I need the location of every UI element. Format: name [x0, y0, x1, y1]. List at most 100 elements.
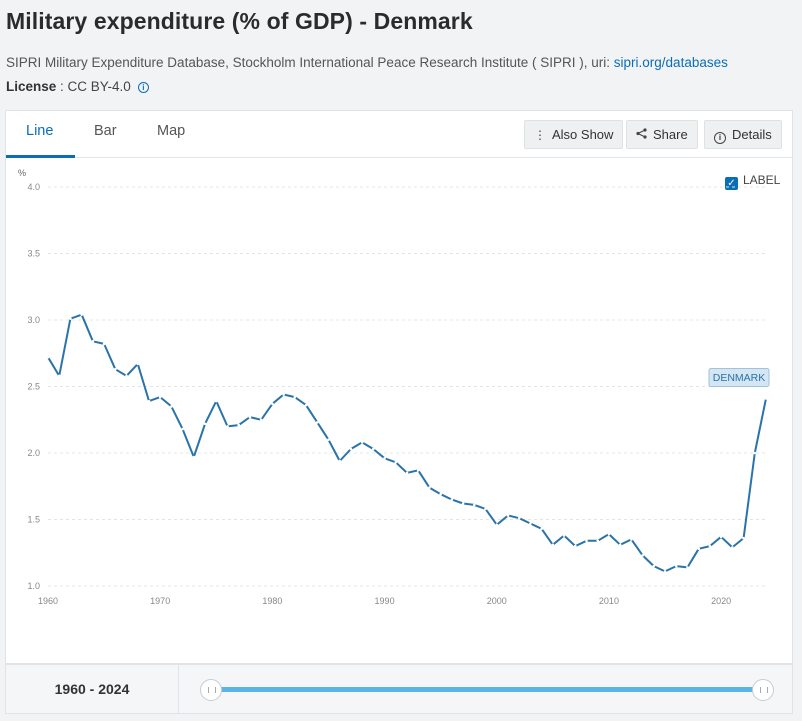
series-line-denmark: [47, 313, 767, 573]
details-label: Details: [732, 127, 772, 142]
page-title: Military expenditure (% of GDP) - Denmar…: [6, 8, 473, 34]
data-point: [764, 397, 768, 400]
data-point: [731, 546, 734, 549]
page-header: Military expenditure (% of GDP) - Denmar…: [0, 0, 802, 110]
data-point: [428, 486, 431, 489]
data-point: [102, 342, 106, 346]
data-point: [248, 415, 252, 419]
data-point: [136, 362, 140, 366]
data-point: [708, 544, 712, 548]
license-line: License : CC BY-4.0 i: [6, 79, 149, 94]
y-tick-label: 1.0: [27, 581, 40, 591]
also-show-label: Also Show: [552, 127, 614, 142]
range-slider-track[interactable]: [211, 687, 764, 692]
tab-map[interactable]: Map: [157, 123, 186, 139]
data-point: [69, 317, 72, 320]
data-point: [226, 425, 229, 428]
data-point: [473, 503, 476, 507]
data-point: [282, 393, 285, 396]
x-tick-label: 1990: [375, 596, 395, 606]
x-tick-label: 2010: [599, 596, 619, 606]
share-label: Share: [653, 127, 688, 142]
data-point: [271, 402, 274, 406]
data-point: [596, 539, 600, 543]
data-point: [562, 534, 566, 537]
data-point: [170, 405, 173, 408]
data-point: [214, 399, 218, 403]
series-callout-label: DENMARK: [713, 372, 766, 384]
data-point: [372, 447, 375, 451]
source-text: SIPRI Military Expenditure Database, Sto…: [6, 55, 614, 70]
data-point: [46, 355, 50, 359]
data-point: [719, 535, 723, 539]
tab-bar[interactable]: Bar: [94, 123, 117, 139]
active-tab-indicator: [6, 155, 75, 158]
data-point: [686, 566, 689, 569]
data-point: [147, 399, 151, 403]
license-value: : CC BY-4.0: [56, 79, 131, 94]
y-tick-label: 2.0: [27, 448, 40, 458]
data-point: [753, 451, 757, 455]
data-point: [495, 523, 499, 527]
data-point: [383, 457, 386, 460]
data-point: [585, 539, 588, 543]
share-icon: [636, 122, 647, 149]
data-point: [293, 395, 297, 399]
data-point: [439, 492, 442, 496]
data-point: [203, 422, 207, 426]
data-point: [405, 471, 409, 475]
data-point: [327, 438, 330, 442]
share-button[interactable]: Share: [626, 120, 698, 149]
tab-line[interactable]: Line: [26, 123, 54, 139]
range-end-handle[interactable]: [752, 679, 774, 701]
data-point: [416, 468, 420, 472]
data-point: [158, 395, 162, 399]
data-point: [394, 461, 398, 464]
data-point: [259, 418, 263, 422]
data-point: [57, 374, 61, 378]
data-point: [80, 313, 83, 316]
x-tick-label: 2020: [711, 596, 731, 606]
data-point: [674, 564, 678, 568]
data-point: [573, 544, 577, 548]
line-chart: 1.0 1.5 2.0 2.5 3.0 3.5 4.0% 1960 1970 1980 1990 20…: [18, 168, 770, 606]
year-range-label: 1960 - 2024: [6, 665, 179, 713]
range-footer: 1960 - 2024: [5, 664, 793, 714]
data-point: [450, 498, 454, 501]
chart-card: Line Bar Map ⋮ Also Show Share i Details ✓…: [5, 110, 793, 664]
range-start-handle[interactable]: [200, 679, 222, 701]
data-point: [338, 459, 341, 463]
license-info-icon[interactable]: i: [137, 82, 149, 93]
source-line: SIPRI Military Expenditure Database, Sto…: [6, 55, 728, 70]
data-point: [484, 507, 487, 511]
y-tick-label: 3.5: [27, 249, 40, 259]
data-point: [551, 543, 555, 547]
info-icon: i: [714, 132, 726, 144]
data-point: [529, 522, 532, 525]
x-tick-label: 1960: [38, 596, 58, 606]
data-point: [630, 538, 633, 541]
also-show-button[interactable]: ⋮ Also Show: [524, 120, 624, 149]
data-point: [663, 570, 667, 573]
source-link[interactable]: sipri.org/databases: [613, 55, 728, 70]
data-point: [349, 447, 353, 451]
data-point: [91, 339, 95, 343]
y-tick-label: 3.0: [27, 315, 40, 325]
data-point: [540, 527, 543, 531]
data-point: [181, 427, 184, 431]
data-point: [506, 514, 510, 517]
data-point: [360, 441, 364, 444]
y-tick-label: 2.5: [27, 382, 40, 392]
y-axis-unit: %: [18, 168, 26, 178]
license-label: License: [6, 79, 57, 94]
details-button[interactable]: i Details: [704, 120, 782, 149]
x-tick-label: 1980: [262, 596, 282, 606]
data-point: [304, 403, 308, 407]
data-point: [192, 455, 196, 459]
data-point: [517, 516, 521, 520]
data-point: [607, 532, 611, 536]
data-point: [237, 423, 241, 427]
chart-tabs: Line Bar Map ⋮ Also Show Share i Details: [6, 111, 792, 158]
series-callout-box: [708, 367, 770, 387]
data-point: [125, 374, 128, 378]
